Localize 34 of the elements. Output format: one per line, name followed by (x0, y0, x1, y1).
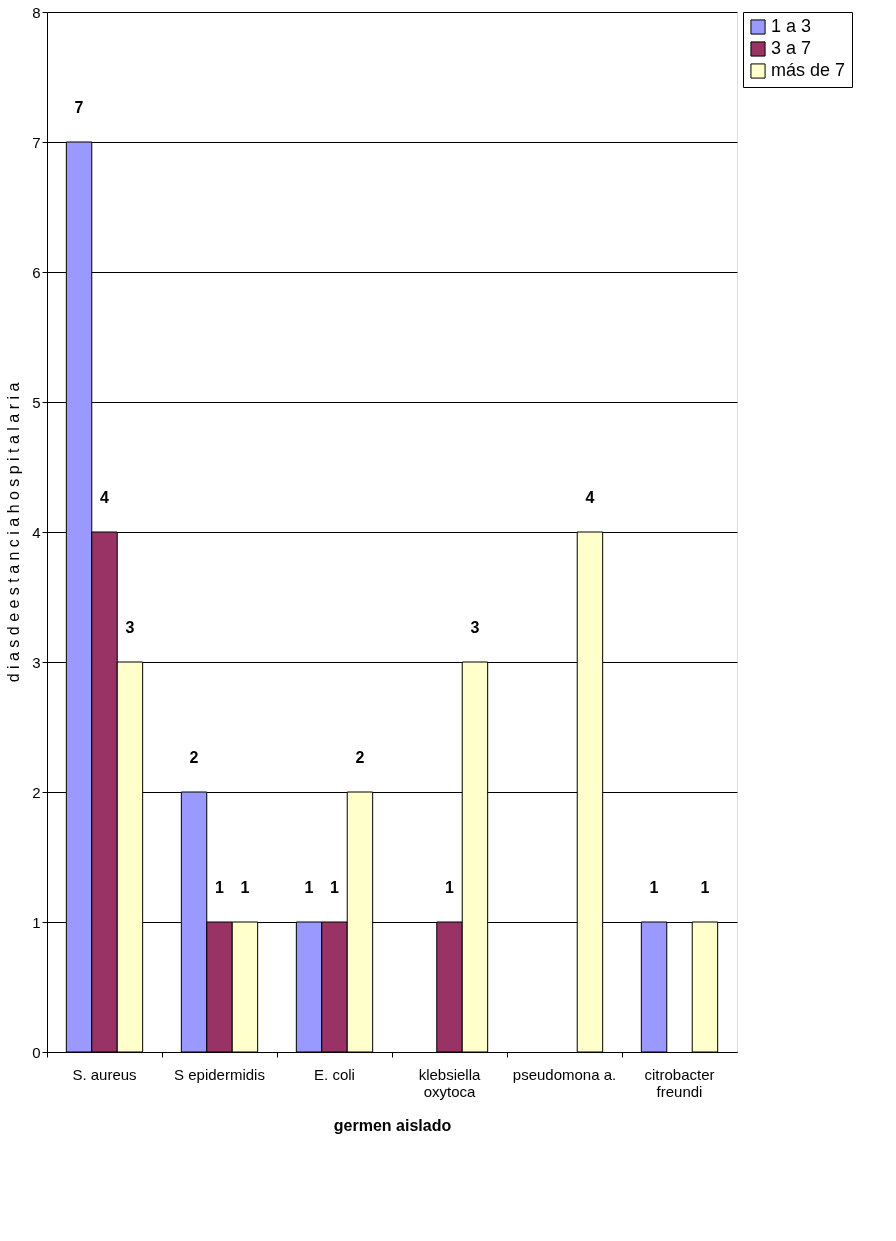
x-axis-title: germen aislado (333, 1116, 452, 1134)
y-tick-label: 6 (32, 263, 41, 281)
y-tick-label: 3 (32, 653, 41, 671)
x-tick-label: citrobacter freundi (644, 1065, 715, 1100)
x-tick-label: klebsiella oxytoca (418, 1065, 482, 1100)
data-label: 1 (304, 879, 314, 896)
data-label: 1 (215, 879, 225, 896)
y-tick-label: 5 (32, 393, 41, 411)
y-tick-label: 4 (32, 523, 41, 541)
data-label: 1 (649, 879, 659, 896)
x-tick-label: S. aureus (72, 1065, 137, 1083)
data-label: 2 (189, 749, 199, 766)
data-label: 3 (470, 619, 480, 636)
y-axis-title: d i a s d e e s t a n c i a h o s p i t a l a r i a (5, 382, 23, 683)
x-tick-label: pseudomona a. (512, 1065, 617, 1083)
legend-label: 3 a 7 (771, 38, 812, 58)
data-label: 7 (74, 99, 84, 116)
data-label: 1 (700, 879, 710, 896)
y-tick-label: 8 (32, 3, 41, 21)
x-tick-label: S epidermidis (174, 1065, 265, 1083)
x-tick-label: E. coli (314, 1065, 355, 1083)
y-tick-label: 0 (32, 1043, 41, 1061)
data-label: 4 (100, 489, 110, 506)
y-tick-label: 2 (32, 783, 41, 801)
legend-label: más de 7 (771, 60, 846, 80)
legend-label: 1 a 3 (771, 16, 812, 36)
y-tick-label: 7 (32, 133, 41, 151)
y-tick-label: 1 (32, 913, 41, 931)
data-label: 3 (125, 619, 135, 636)
data-label: 1 (240, 879, 250, 896)
data-label: 2 (355, 749, 365, 766)
data-label: 1 (445, 879, 455, 896)
data-label: 1 (330, 879, 340, 896)
data-label: 4 (585, 489, 595, 506)
